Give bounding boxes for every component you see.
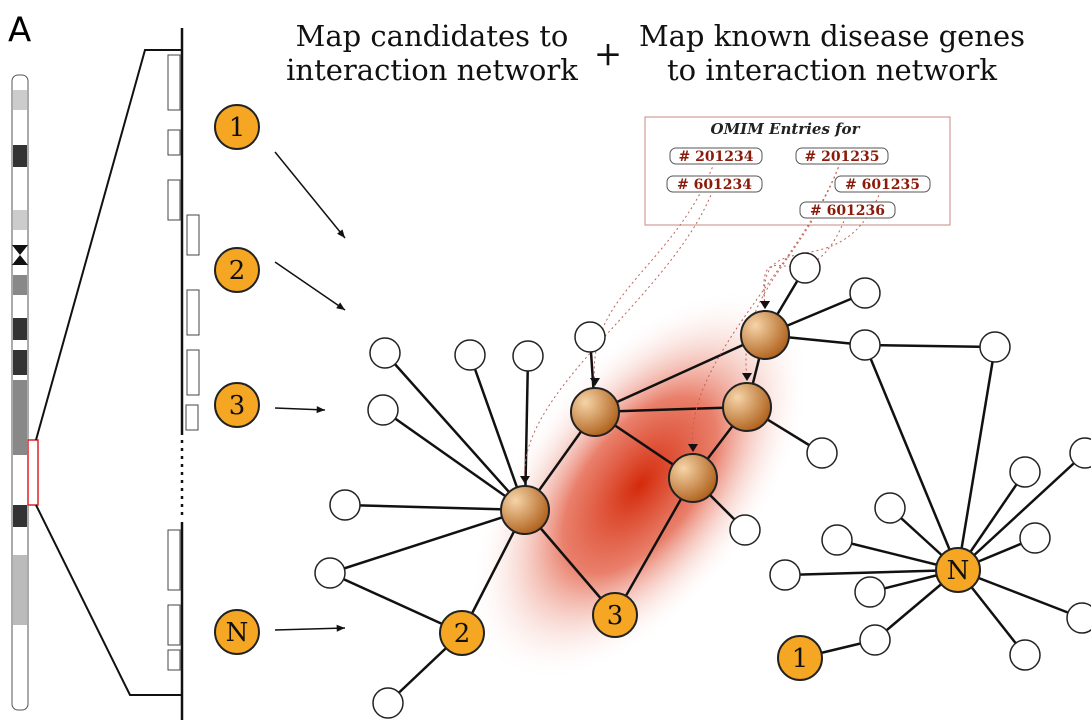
network-edge: [865, 345, 958, 570]
arrow-line: [275, 628, 345, 630]
arrow-head: [317, 406, 325, 413]
candidate-label: N: [226, 618, 249, 648]
gene-box: [187, 350, 199, 395]
gene-box: [168, 55, 180, 110]
arrow-line: [275, 152, 345, 238]
gene-box: [168, 530, 180, 590]
network-edge: [865, 345, 995, 347]
candidate-label: 3: [229, 391, 246, 421]
chromosome-band: [13, 318, 27, 340]
gene-box: [187, 290, 199, 335]
header-left-line: Map candidates to: [296, 19, 569, 53]
network-node: [575, 322, 605, 352]
network-node: [850, 330, 880, 360]
gene-box: [168, 650, 180, 670]
omim-entry: # 601235: [845, 177, 920, 193]
network-node: [860, 625, 890, 655]
network-node: [850, 278, 880, 308]
candidate-label: 2: [229, 256, 246, 286]
disease-gene-node: [571, 388, 619, 436]
network-node: [368, 395, 398, 425]
gene-box: [168, 605, 180, 645]
network-label: N: [947, 556, 970, 586]
chromosome-band: [13, 555, 27, 625]
omim-entry: # 201235: [804, 149, 879, 165]
header-right-line: Map known disease genes: [639, 19, 1025, 53]
omim-title: OMIM Entries for: [711, 120, 861, 138]
network-edge: [958, 347, 995, 570]
chromosome-band: [13, 425, 27, 455]
chromosome-band: [13, 505, 27, 527]
header-right-line: to interaction network: [667, 53, 997, 87]
candidate-label: 1: [229, 113, 246, 143]
network-edge: [383, 410, 525, 510]
panel-label: A: [8, 11, 31, 51]
arrow-line: [275, 262, 345, 310]
network-node: [330, 490, 360, 520]
network-edge: [385, 353, 525, 510]
region-highlight: [28, 440, 38, 505]
plus-sign: +: [594, 34, 623, 74]
network-node: [373, 688, 403, 718]
network-node: [770, 560, 800, 590]
disease-gene-node: [741, 311, 789, 359]
arrow-head: [336, 302, 345, 310]
network-node: [875, 493, 905, 523]
arrow-head: [337, 625, 345, 632]
page: {"panel_label": "A", "headers": {"left":…: [0, 0, 1091, 724]
chromosome-band: [13, 145, 27, 167]
disease-gene-node: [723, 383, 771, 431]
network-node: [315, 558, 345, 588]
network-node: [370, 338, 400, 368]
network-label: 2: [454, 619, 471, 649]
omim-entry: # 601234: [677, 177, 752, 193]
zoom-line: [36, 50, 182, 440]
network-node: [822, 525, 852, 555]
chromosome-band: [13, 380, 27, 425]
network-node: [790, 253, 820, 283]
header-left-line: interaction network: [286, 53, 578, 87]
gene-box: [186, 405, 198, 430]
network-node: [1020, 523, 1050, 553]
gene-box: [168, 180, 180, 220]
figure: A Map candidates to interaction network …: [0, 0, 1091, 724]
network-label: 1: [792, 644, 809, 674]
chromosome-band: [13, 90, 27, 110]
network-node: [1067, 603, 1091, 633]
chromosome-band: [13, 210, 27, 230]
gene-box: [187, 215, 199, 255]
network-node: [455, 340, 485, 370]
chromosome-band: [13, 275, 27, 295]
omim-entry: # 201234: [678, 149, 753, 165]
zoom-line: [36, 505, 182, 695]
network-node: [980, 332, 1010, 362]
network-node: [1010, 457, 1040, 487]
network-edge: [785, 570, 958, 575]
gene-box: [168, 130, 180, 155]
network-node: [513, 341, 543, 371]
network-node: [1010, 640, 1040, 670]
chromosome-band: [13, 350, 27, 375]
disease-gene-node: [501, 486, 549, 534]
network-node: [855, 577, 885, 607]
omim-entry: # 601236: [810, 203, 885, 219]
network-label: 3: [607, 601, 624, 631]
disease-gene-node: [669, 454, 717, 502]
network-node: [807, 438, 837, 468]
network-node: [730, 515, 760, 545]
